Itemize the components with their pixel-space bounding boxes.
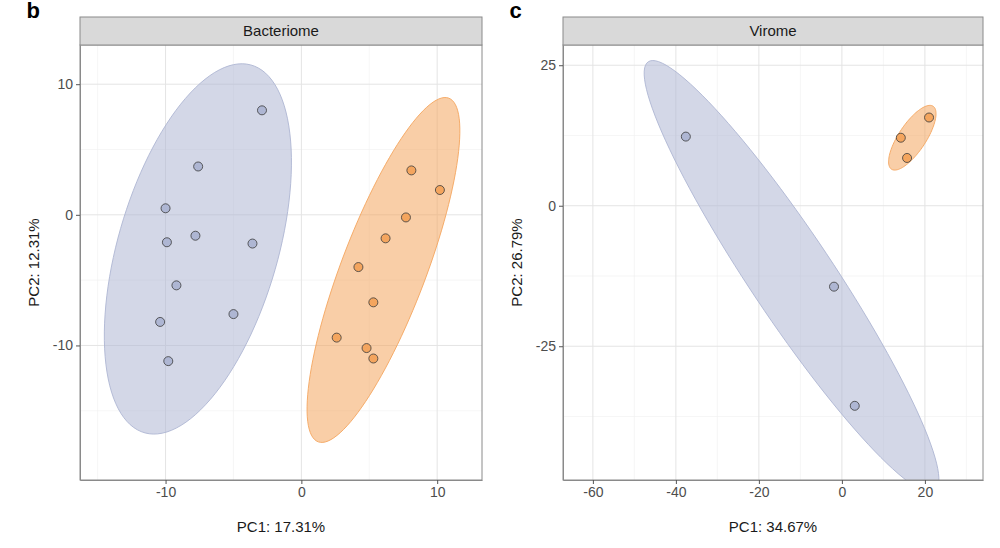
plot-area — [644, 61, 939, 480]
axis-line — [564, 480, 984, 481]
tick-label: -10 — [53, 337, 73, 353]
tick: -25 — [536, 338, 563, 354]
axis-line — [80, 46, 81, 481]
tick-label: 10 — [430, 484, 446, 500]
tick-label: -10 — [156, 484, 176, 500]
point — [401, 213, 410, 222]
axis-line — [81, 480, 483, 481]
point — [172, 281, 181, 290]
tick-label: 10 — [57, 76, 73, 92]
point — [681, 132, 690, 141]
point — [903, 153, 912, 162]
x-axis-title: PC1: 17.31% — [237, 518, 325, 535]
grid-line — [301, 45, 302, 480]
tick: -20 — [749, 480, 769, 500]
y-axis: -10 0 10 — [53, 46, 81, 481]
tick: 10 — [57, 76, 80, 92]
grid-line — [80, 84, 482, 85]
plot-frame — [80, 45, 482, 480]
point — [194, 162, 203, 171]
panel: -60 -40 -20 0 20 -25 0 25 Virome PC1: 34.67% PC2: … — [508, 0, 984, 535]
tick: 20 — [918, 480, 934, 500]
point — [896, 133, 905, 142]
strip-title: Virome — [749, 22, 796, 39]
point — [257, 106, 266, 115]
point — [830, 282, 839, 291]
confidence-ellipse — [889, 105, 936, 170]
point — [381, 234, 390, 243]
point — [369, 298, 378, 307]
tick-label: 0 — [298, 484, 306, 500]
tick-label: -60 — [583, 484, 603, 500]
tick-label: 25 — [540, 57, 556, 73]
axis-line — [563, 46, 564, 481]
tick: -10 — [156, 480, 176, 500]
tick-mark — [76, 345, 80, 346]
tick: 25 — [540, 57, 563, 73]
tick: -10 — [53, 337, 80, 353]
tick-label: -25 — [536, 338, 556, 354]
x-axis-title: PC1: 34.67% — [729, 518, 817, 535]
tick: -40 — [666, 480, 686, 500]
point — [229, 310, 238, 319]
grid-line — [592, 45, 593, 480]
tick: 0 — [548, 198, 563, 214]
panel: -10 0 10 -10 0 10 Bacteriome PC1: 17.31% PC2: 12… — [25, 0, 483, 535]
tick-mark — [559, 346, 563, 347]
tick-label: -40 — [666, 484, 686, 500]
plot-background — [80, 45, 482, 480]
minor-grid-line — [97, 45, 98, 480]
strip-background — [80, 17, 482, 45]
grid-line — [563, 346, 983, 347]
point — [191, 231, 200, 240]
confidence-ellipse — [104, 64, 291, 434]
x-axis: -60 -40 -20 0 20 — [564, 480, 984, 500]
tick: 0 — [298, 480, 306, 500]
point — [248, 239, 257, 248]
point — [850, 401, 859, 410]
grid-line — [563, 65, 983, 66]
panel-label: c — [510, 0, 522, 23]
plot-frame — [563, 45, 983, 480]
point — [156, 317, 165, 326]
tick-label: 0 — [548, 198, 556, 214]
tick-label: -20 — [749, 484, 769, 500]
tick-label: 20 — [918, 484, 934, 500]
point — [925, 113, 934, 122]
minor-grid-line — [634, 45, 635, 480]
tick-mark — [559, 206, 563, 207]
tick-label: 0 — [65, 207, 73, 223]
point — [354, 263, 363, 272]
point — [435, 186, 444, 195]
tick: 10 — [430, 480, 446, 500]
tick: 0 — [65, 207, 80, 223]
strip-title: Bacteriome — [243, 22, 319, 39]
panel-label: b — [27, 0, 40, 23]
point — [162, 238, 171, 247]
x-axis: -10 0 10 — [81, 480, 483, 500]
tick-mark — [76, 84, 80, 85]
tick-mark — [76, 215, 80, 216]
confidence-ellipse — [307, 98, 460, 443]
y-axis-title: PC2: 12.31% — [25, 218, 42, 306]
plot-area — [104, 64, 460, 443]
point — [161, 204, 170, 213]
tick-label: 0 — [838, 484, 846, 500]
tick-mark — [559, 65, 563, 66]
y-axis: -25 0 25 — [536, 46, 564, 481]
minor-grid-line — [966, 45, 967, 480]
y-axis-title: PC2: 26.79% — [508, 218, 525, 306]
point — [332, 333, 341, 342]
point — [369, 354, 378, 363]
grid — [80, 45, 482, 480]
point — [407, 166, 416, 175]
point — [362, 344, 371, 353]
point — [164, 357, 173, 366]
strip-background — [563, 17, 983, 45]
figure: -10 0 10 -10 0 10 Bacteriome PC1: 17.31% PC2: 12… — [0, 0, 1000, 548]
confidence-ellipse — [644, 61, 939, 480]
tick: 0 — [838, 480, 846, 500]
tick: -60 — [583, 480, 603, 500]
